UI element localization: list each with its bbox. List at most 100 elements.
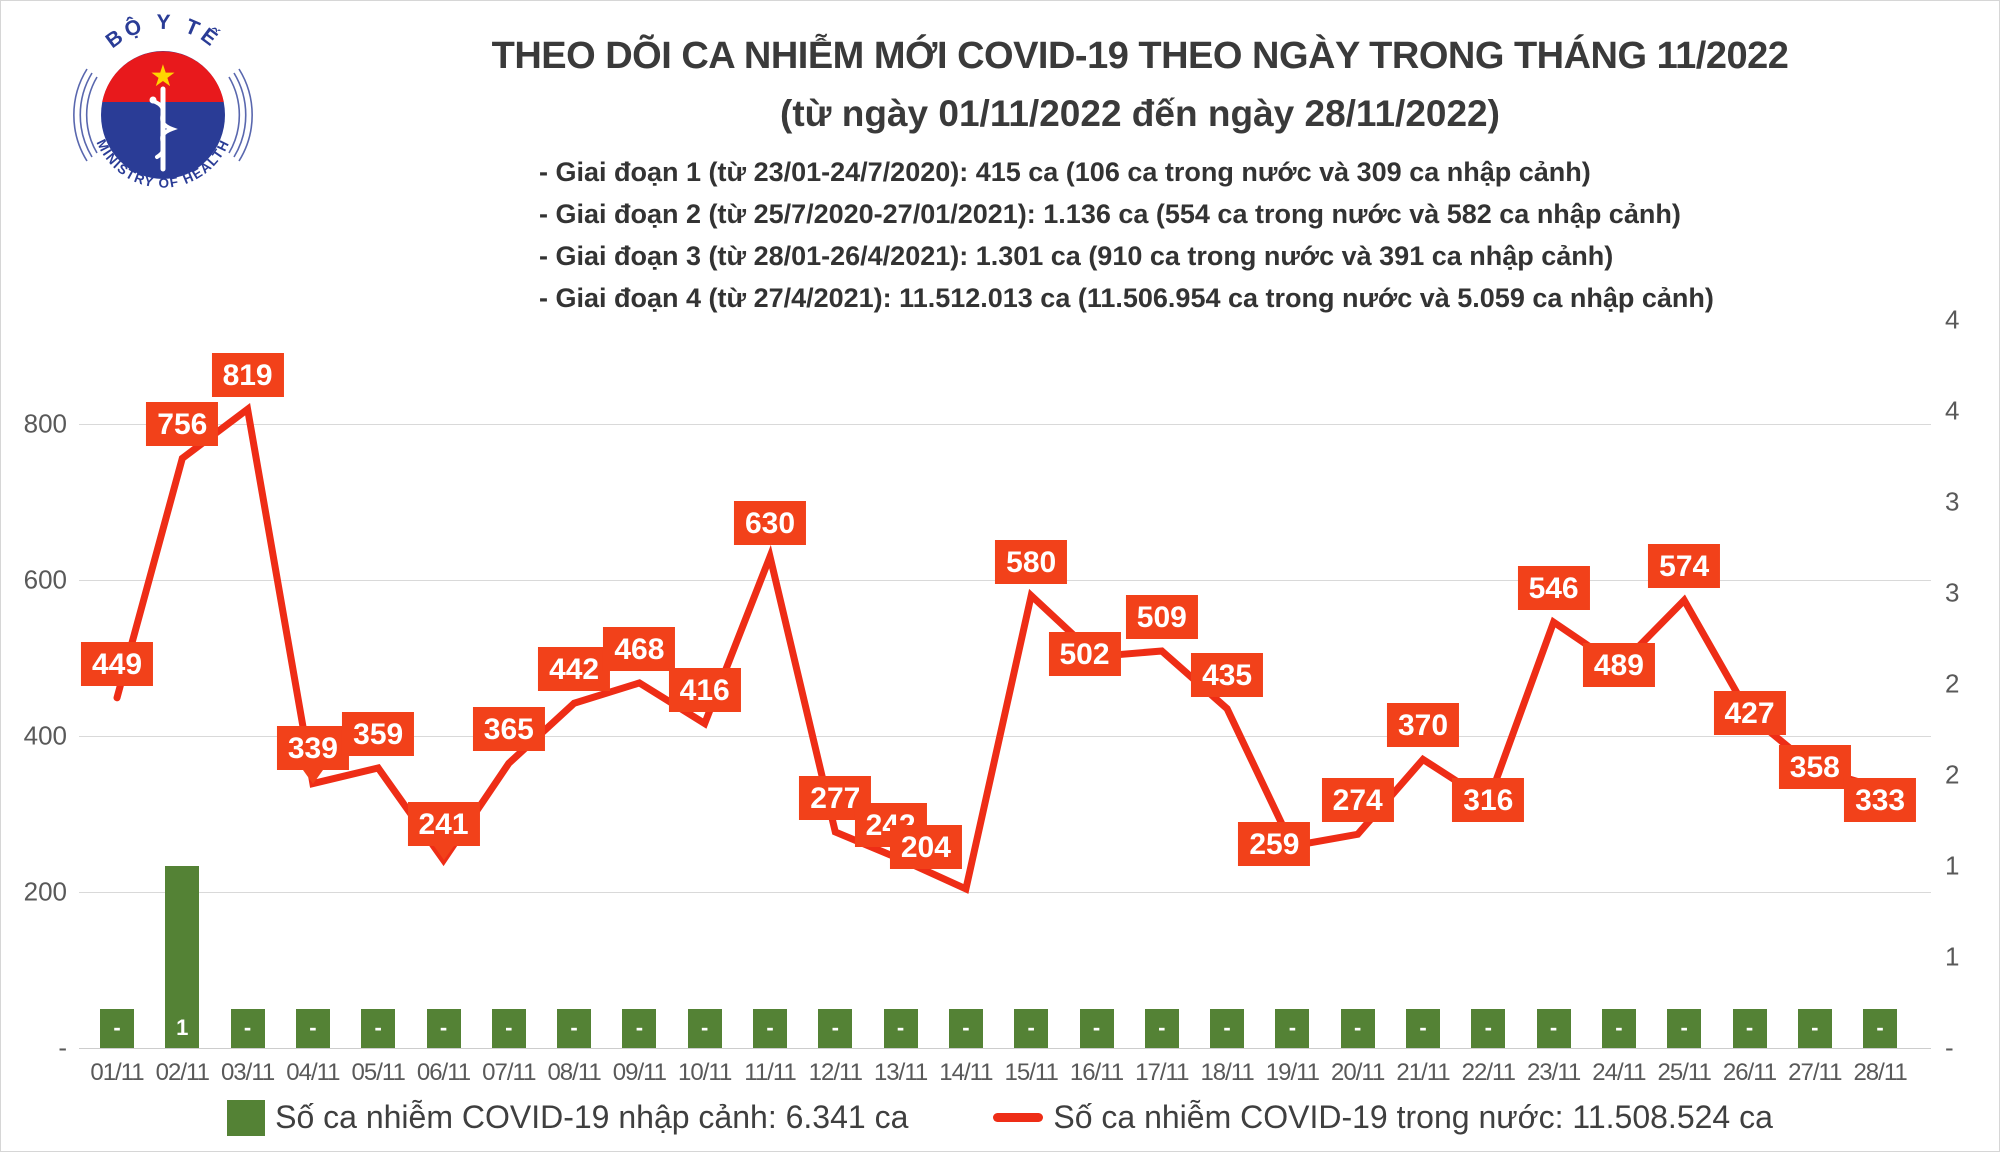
phase-2-line: - Giai đoạn 2 (từ 25/7/2020-27/01/2021):… (539, 199, 1681, 229)
bar-imported (230, 1009, 265, 1048)
bar-value-label: - (1223, 1015, 1231, 1040)
bar-value-label: - (1354, 1015, 1362, 1040)
bar-imported (557, 1009, 592, 1048)
bar-imported (361, 1009, 396, 1048)
x-axis-label: 21/11 (1396, 1059, 1450, 1086)
right-axis-tick-label: 4 (1945, 304, 1960, 335)
x-axis-label: 14/11 (939, 1059, 993, 1086)
left-axis-tick-label: 800 (23, 408, 67, 439)
data-label: 819 (211, 353, 284, 398)
left-axis-tick-label: - (58, 1032, 67, 1063)
x-axis-label: 05/11 (351, 1059, 406, 1086)
bar-imported (1536, 1009, 1571, 1048)
bar-value-label: - (439, 1015, 448, 1040)
right-axis-tick-label: 2 (1945, 759, 1960, 790)
logo-side-arcs (73, 68, 253, 162)
bar-imported (295, 1009, 330, 1048)
bar-imported (1144, 1009, 1179, 1048)
bar-value-label: - (1811, 1015, 1819, 1040)
bar-imported (948, 1009, 983, 1048)
x-axis-label: 26/11 (1722, 1059, 1777, 1086)
bar-imported (1667, 1009, 1702, 1048)
bar-value-label: - (962, 1015, 970, 1040)
bar-value-label: - (831, 1015, 839, 1040)
bar-imported (1340, 1009, 1375, 1048)
gridline (79, 424, 1931, 425)
right-axis-tick-label: 4 (1945, 395, 1960, 426)
data-label: 502 (1048, 632, 1121, 677)
data-label-pointer (433, 846, 454, 861)
bar-series-swatch (227, 1099, 266, 1136)
data-label: 416 (668, 667, 741, 712)
logo-staff-snake-icon (149, 86, 178, 172)
bar-imported (753, 1009, 787, 1048)
bar-imported (100, 1009, 134, 1048)
phase-1-line: - Giai đoạn 1 (từ 23/01-24/7/2020): 415 … (539, 157, 1591, 187)
bar-value-label: - (1680, 1015, 1688, 1040)
bar-value-label: - (896, 1015, 905, 1040)
x-axis-label: 19/11 (1265, 1059, 1320, 1086)
x-axis-line (79, 1048, 1931, 1049)
right-axis-tick-label: 3 (1945, 486, 1960, 517)
left-axis-tick-label: 200 (23, 876, 67, 907)
x-axis-label: 13/11 (873, 1059, 928, 1086)
data-label: 204 (889, 824, 962, 869)
x-axis-label: 04/11 (286, 1059, 340, 1086)
phase-summary: - Giai đoạn 1 (từ 23/01-24/7/2020): 415 … (539, 151, 1714, 319)
data-label: 435 (1191, 652, 1264, 697)
phase-4-line: - Giai đoạn 4 (từ 27/4/2021): 11.512.013… (539, 283, 1714, 313)
bar-value-label: - (635, 1015, 644, 1040)
data-label: 468 (603, 626, 676, 671)
bar-imported (687, 1009, 722, 1048)
x-axis-label: 17/11 (1135, 1059, 1189, 1086)
bar-value-label: - (309, 1015, 317, 1040)
bar-imported (818, 1009, 853, 1048)
x-axis-label: 16/11 (1069, 1059, 1124, 1086)
bar-imported (622, 1009, 657, 1048)
bar-imported (1732, 1009, 1767, 1048)
line-series-swatch (993, 1113, 1044, 1122)
chart-title: THEO DÕI CA NHIỄM MỚI COVID-19 THEO NGÀY… (491, 35, 1789, 77)
bar-value-label: - (113, 1015, 121, 1040)
x-axis-label: 11/11 (744, 1059, 797, 1086)
right-axis-tick-label: 1 (1945, 941, 1960, 972)
data-label: 359 (342, 711, 415, 756)
ministry-of-health-logo: ★ BỘ Y TẾ MINISTRY OF HEALTH (73, 13, 253, 191)
data-label: 274 (1321, 778, 1394, 823)
data-label: 333 (1844, 778, 1917, 823)
bar-value-label: - (1549, 1015, 1558, 1040)
x-axis-label: 01/11 (90, 1059, 144, 1086)
data-label: 442 (538, 647, 611, 692)
bar-imported (883, 1009, 918, 1048)
x-axis-label: 15/11 (1004, 1059, 1059, 1086)
logo-red-segment (102, 51, 224, 102)
bar-imported (1406, 1009, 1440, 1048)
bar-value-label: - (1745, 1015, 1754, 1040)
data-label: 546 (1517, 566, 1590, 611)
bar-value-label: - (243, 1015, 252, 1040)
x-axis-label: 27/11 (1788, 1059, 1842, 1086)
x-axis-label: 12/11 (808, 1059, 863, 1086)
bar-imported (1079, 1009, 1114, 1048)
data-label: 339 (276, 725, 349, 770)
legend-label-domestic: Số ca nhiễm COVID-19 trong nước: 11.508.… (1053, 1099, 1773, 1135)
data-label: 259 (1238, 821, 1311, 866)
bar-value-label: - (570, 1015, 578, 1040)
data-label: 574 (1648, 544, 1721, 589)
x-axis-label: 09/11 (612, 1059, 667, 1086)
bar-imported (1275, 1009, 1310, 1048)
right-axis-tick-label: 1 (1945, 850, 1960, 881)
bar-value-label: - (701, 1015, 709, 1040)
left-axis-tick-label: 600 (23, 564, 67, 595)
x-axis-label: 18/11 (1200, 1059, 1254, 1086)
data-label: 370 (1386, 703, 1460, 748)
gridline (79, 892, 1931, 893)
x-axis-label: 07/11 (482, 1059, 536, 1086)
bar-value-label: - (1615, 1015, 1623, 1040)
data-label: 241 (407, 802, 480, 847)
chart-subtitle: (từ ngày 01/11/2022 đến ngày 28/11/2022) (780, 93, 1500, 134)
data-label: 509 (1125, 594, 1198, 639)
bar-imported (1014, 1009, 1049, 1048)
x-axis-label: 22/11 (1461, 1059, 1516, 1086)
